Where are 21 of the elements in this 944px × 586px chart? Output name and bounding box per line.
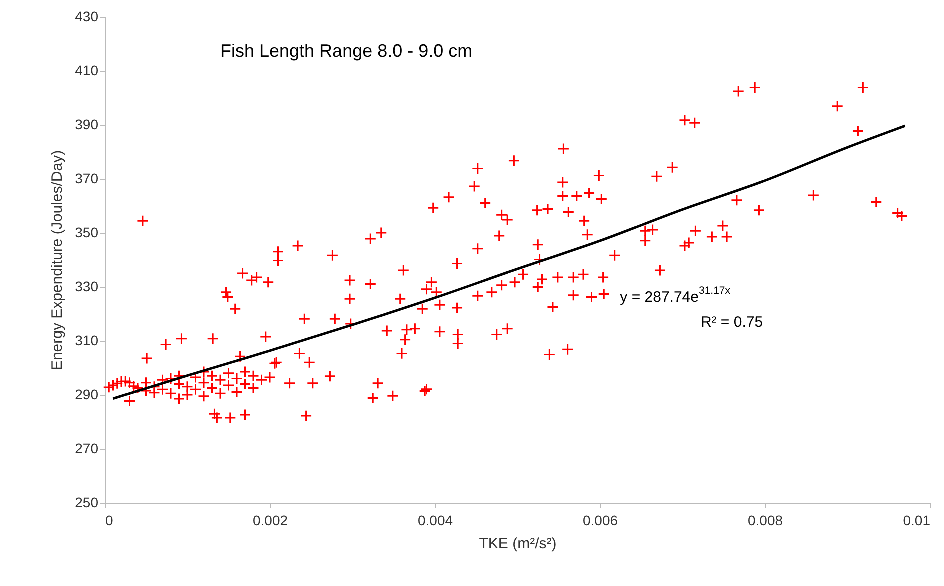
- x-tick-label: 0.006: [582, 512, 618, 528]
- line-series: [112, 124, 906, 400]
- annotation: Fish Length Range 8.0 - 9.0 cm: [220, 41, 473, 61]
- y-tick-label: 270: [75, 440, 99, 456]
- x-tick-label: 0: [106, 512, 114, 528]
- annotation: R² = 0.75: [700, 314, 764, 331]
- y-tick-label: 430: [75, 8, 99, 24]
- y-tick-label: 250: [75, 494, 99, 510]
- y-tick-label: 390: [75, 116, 99, 132]
- y-tick-label: 350: [75, 224, 99, 240]
- y-tick-label: 330: [75, 278, 99, 294]
- x-axis-title: TKE (m²/s²): [479, 536, 557, 552]
- x-tick-label: 0.008: [748, 512, 784, 528]
- y-tick-label: 290: [75, 386, 99, 402]
- y-axis-title: Energy Expenditure (Joules/Day): [49, 150, 66, 371]
- y-tick-label: 410: [75, 62, 99, 78]
- y-tick-label: 370: [75, 170, 99, 186]
- x-tick-label: 0.01: [903, 512, 931, 528]
- x-tick-label: 0.002: [252, 512, 288, 528]
- y-tick-label: 310: [75, 332, 99, 348]
- x-tick-label: 0.004: [418, 512, 454, 528]
